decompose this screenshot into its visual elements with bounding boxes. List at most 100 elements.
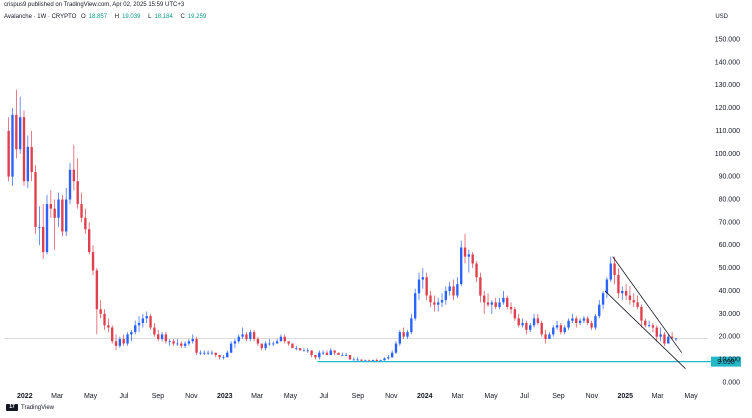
candle-body xyxy=(176,343,179,345)
candle-body xyxy=(268,343,271,345)
candle-body xyxy=(632,300,635,303)
candle-body xyxy=(237,336,240,342)
candle-body xyxy=(195,338,198,353)
candle-body xyxy=(563,327,566,333)
y-tick-label: 10.000 xyxy=(719,357,741,364)
candle-body xyxy=(111,327,114,342)
candle-body xyxy=(498,302,501,307)
tradingview-logo-icon: 17 xyxy=(6,404,18,411)
candle-body xyxy=(76,181,79,205)
candle-body xyxy=(402,332,405,337)
candle-body xyxy=(429,295,432,303)
wedge-trendline xyxy=(604,290,686,369)
x-tick-label: May xyxy=(84,393,98,400)
y-tick-label: 150.000 xyxy=(715,36,740,43)
x-tick-label: Sep xyxy=(152,393,165,400)
candle-body xyxy=(479,277,482,296)
x-tick-label: Nov xyxy=(586,393,599,400)
candle-body xyxy=(275,341,279,344)
candle-body xyxy=(667,336,670,344)
candle-body xyxy=(72,169,76,182)
candle-body xyxy=(30,146,33,173)
candle-body xyxy=(475,263,478,278)
candle-body xyxy=(191,338,194,342)
candle-body xyxy=(183,343,187,346)
candle-body xyxy=(433,302,436,305)
candle-body xyxy=(483,295,486,303)
candle-body xyxy=(241,334,244,337)
candle-body xyxy=(390,352,394,358)
candle-body xyxy=(333,350,336,353)
candle-body xyxy=(145,316,148,319)
y-tick-label: 0.000 xyxy=(722,379,740,386)
candle-body xyxy=(199,352,202,354)
candle-body xyxy=(436,302,440,305)
candle-body xyxy=(651,325,655,328)
candle-body xyxy=(141,318,145,323)
y-tick-label: 50.000 xyxy=(719,265,741,272)
x-tick-label: Sep xyxy=(352,393,365,400)
candle-body xyxy=(295,348,298,349)
currency-label: USD xyxy=(715,14,728,20)
candle-body xyxy=(126,334,129,344)
candle-body xyxy=(203,352,206,354)
candle-body xyxy=(68,169,72,200)
candle-body xyxy=(506,297,509,307)
candle-body xyxy=(84,217,87,230)
x-tick-label: Nov xyxy=(185,393,198,400)
candle-body xyxy=(536,318,540,323)
candle-body xyxy=(448,286,451,291)
candle-body xyxy=(647,325,651,327)
candle-body xyxy=(383,358,386,361)
candle-body xyxy=(122,338,125,344)
candle-body xyxy=(559,325,563,333)
x-tick-label: Mar xyxy=(251,393,264,400)
candle-body xyxy=(670,336,674,338)
candle-body xyxy=(329,350,332,355)
candles xyxy=(7,89,678,362)
x-tick-label: Sep xyxy=(552,393,565,400)
y-tick-label: 140.000 xyxy=(715,59,740,66)
candle-body xyxy=(598,304,601,317)
candle-body xyxy=(659,334,662,337)
candle-body xyxy=(226,352,229,358)
candle-body xyxy=(306,350,309,352)
candle-body xyxy=(621,290,624,294)
candle-body xyxy=(341,354,344,356)
candle-body xyxy=(352,359,355,361)
candle-body xyxy=(406,332,409,337)
candle-body xyxy=(310,350,313,355)
candle-body xyxy=(287,341,290,344)
x-tick-label: 2023 xyxy=(217,393,233,400)
candle-body xyxy=(137,322,141,326)
candle-body xyxy=(552,327,555,335)
candle-body xyxy=(61,199,64,232)
candle-body xyxy=(245,334,248,339)
y-tick-label: 60.000 xyxy=(719,242,741,249)
candle-body xyxy=(540,322,543,335)
candle-body xyxy=(7,130,10,177)
candle-body xyxy=(229,343,233,353)
x-axis: 2022 Mar May Jul Sep Nov 2023 Mar May Jul Sep Nov 20… xyxy=(17,393,698,400)
candle-body xyxy=(398,332,402,344)
candle-body xyxy=(421,277,425,280)
candle-body xyxy=(180,343,183,346)
candle-body xyxy=(655,327,658,337)
candle-body xyxy=(571,318,574,321)
candle-body xyxy=(609,263,612,280)
chart-overlays: 9.098 xyxy=(317,256,741,369)
candle-body xyxy=(153,327,156,335)
y-tick-label: 120.000 xyxy=(715,105,740,112)
candle-body xyxy=(187,341,191,344)
candle-body xyxy=(444,290,448,301)
candle-body xyxy=(318,352,321,358)
candle-body xyxy=(218,354,221,358)
candle-body xyxy=(628,295,632,301)
candle-body xyxy=(222,357,225,359)
x-tick-label: Jul xyxy=(520,393,529,400)
candle-body xyxy=(45,204,49,253)
x-tick-label: Jul xyxy=(120,393,129,400)
candle-body xyxy=(460,247,463,285)
candle-body xyxy=(532,318,536,326)
